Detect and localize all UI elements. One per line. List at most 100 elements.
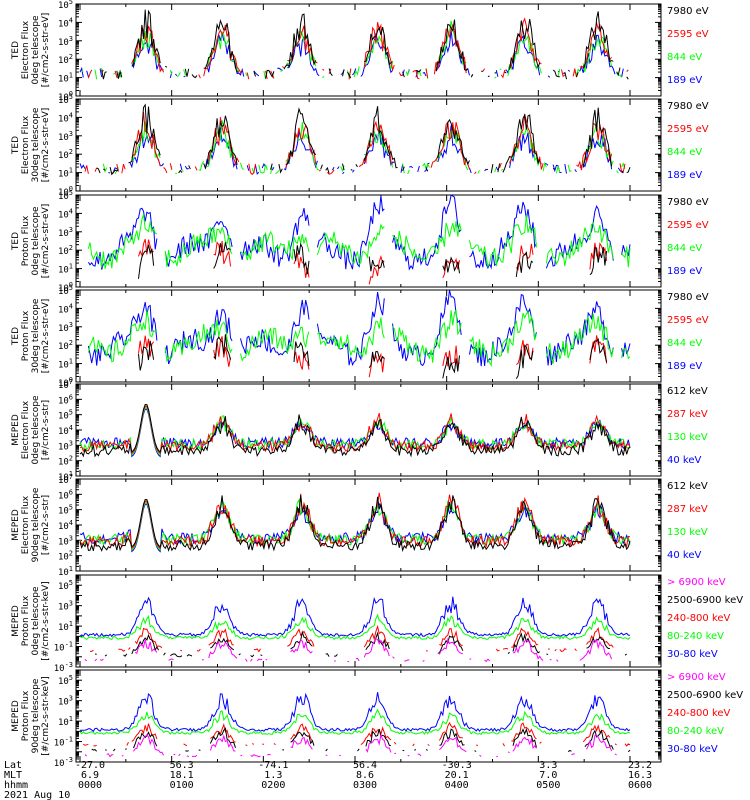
y-tick-label: 103 bbox=[58, 534, 73, 547]
series-trace bbox=[80, 692, 631, 733]
y-axis-label-line: [#/cm2-s-str-eV] bbox=[41, 204, 51, 279]
x-tick-label-hhmm: 0200 bbox=[261, 780, 285, 791]
panel-frame bbox=[75, 289, 662, 383]
legend-entry: 2595 eV bbox=[667, 124, 709, 135]
series-trace bbox=[102, 120, 626, 175]
y-axis-label: MEPEDElectron Flux90deg telescope[#/cm2-… bbox=[11, 487, 51, 562]
traces bbox=[80, 9, 628, 80]
y-tick-label: 106 bbox=[58, 488, 73, 501]
y-axis-label-line: 0deg telescope bbox=[31, 586, 41, 656]
y-axis-label-line: 90deg telescope bbox=[31, 678, 41, 753]
traces bbox=[87, 195, 631, 285]
series-trace bbox=[87, 214, 631, 269]
y-axis-label: TEDElectron Flux0deg telescope[#/cm2-s-s… bbox=[11, 13, 51, 88]
legend-entry: 844 eV bbox=[667, 147, 702, 158]
y-tick-label: 102 bbox=[58, 53, 73, 66]
traces bbox=[79, 403, 631, 458]
y-axis-label-line: Proton Flux bbox=[21, 215, 31, 266]
traces bbox=[87, 290, 631, 379]
legend-entry: 7980 eV bbox=[667, 197, 709, 208]
y-axis-label-line: Electron Flux bbox=[21, 115, 31, 174]
series-trace bbox=[80, 30, 628, 78]
legend-entry: 189 eV bbox=[667, 75, 702, 86]
legend-entry: 844 eV bbox=[667, 52, 702, 63]
x-axis-row-label: 2021 Aug 10 bbox=[4, 790, 70, 800]
legend-entry: 130 keV bbox=[667, 432, 708, 443]
x-tick-label-lat: 56.4 bbox=[353, 760, 377, 771]
y-axis-label-line: MEPED bbox=[11, 414, 21, 446]
y-axis-label-line: 90deg telescope bbox=[31, 487, 41, 562]
series-trace bbox=[96, 103, 631, 176]
y-axis-label-line: MEPED bbox=[11, 700, 21, 732]
y-tick-label: 104 bbox=[58, 207, 73, 220]
panel-7: 10-3 10-1 101 103 105 MEPEDProton Flux0deg te… bbox=[11, 574, 743, 674]
x-tick-label-mlt: 18.1 bbox=[170, 770, 194, 781]
legend-entry: 844 eV bbox=[667, 338, 702, 349]
y-tick-label: 102 bbox=[58, 550, 73, 563]
legend-entry: 130 keV bbox=[667, 527, 708, 538]
y-tick-label: 103 bbox=[58, 439, 73, 452]
y-axis-label-line: MEPED bbox=[11, 509, 21, 541]
legend-entry: > 6900 keV bbox=[667, 577, 726, 588]
y-axis-label-line: Proton Flux bbox=[21, 310, 31, 361]
x-axis-row-label: hhmm bbox=[4, 780, 28, 791]
y-axis-label-line: Electron Flux bbox=[21, 20, 31, 79]
legend-entry: 189 eV bbox=[667, 266, 702, 277]
y-axis-label-line: TED bbox=[11, 41, 21, 60]
legend-entry: 2500-6900 keV bbox=[667, 595, 743, 606]
series-trace bbox=[79, 613, 631, 641]
y-tick-label: 104 bbox=[58, 16, 73, 29]
y-tick-label: 103 bbox=[58, 226, 73, 239]
y-tick-label: 101 bbox=[58, 715, 73, 728]
y-tick-label: 101 bbox=[58, 358, 73, 371]
legend-entry: 2500-6900 keV bbox=[667, 690, 743, 701]
legend-entry: 189 eV bbox=[667, 361, 702, 372]
legend-entry: 80-240 keV bbox=[667, 631, 724, 642]
y-tick-label: 105 bbox=[58, 504, 73, 517]
legend-entry: 2595 eV bbox=[667, 315, 709, 326]
y-axis-label-line: Electron Flux bbox=[21, 400, 31, 459]
x-tick-label-hhmm: 0300 bbox=[353, 780, 377, 791]
panel-frame bbox=[75, 194, 662, 288]
y-axis-label: TEDElectron Flux30deg telescope[#/cm2-s-… bbox=[11, 107, 51, 182]
series-trace bbox=[85, 735, 627, 757]
legend-entry: 30-80 keV bbox=[667, 649, 718, 660]
y-axis-label-line: [#/cm2-s-str-eV] bbox=[41, 108, 51, 183]
x-tick-label-lat: -74.1 bbox=[258, 760, 288, 771]
legend-entry: 240-800 keV bbox=[667, 708, 731, 719]
legend-entry: 7980 eV bbox=[667, 6, 709, 17]
y-tick-label: 105 bbox=[58, 0, 73, 11]
y-axis-label-line: 0deg telescope bbox=[31, 206, 41, 276]
y-axis-label-line: Electron Flux bbox=[21, 495, 31, 554]
x-tick-label-lat: -30.3 bbox=[442, 760, 472, 771]
y-axis-label-line: [#/cm2-s-str] bbox=[41, 495, 51, 555]
series-trace bbox=[87, 309, 631, 367]
y-axis-label-line: TED bbox=[11, 136, 21, 155]
x-tick-label-mlt: 1.3 bbox=[264, 770, 282, 781]
x-tick-label-lat: 56.3 bbox=[170, 760, 194, 771]
traces bbox=[79, 596, 631, 662]
y-tick-label: 104 bbox=[58, 424, 73, 437]
x-tick-label-mlt: 8.6 bbox=[356, 770, 374, 781]
y-tick-label: 103 bbox=[58, 600, 73, 613]
y-tick-label: 10-3 bbox=[54, 756, 73, 769]
y-tick-label: 102 bbox=[58, 148, 73, 161]
x-tick-label-mlt: 16.3 bbox=[628, 770, 652, 781]
x-axis-row-label: MLT bbox=[4, 770, 22, 781]
y-axis-label-line: 30deg telescope bbox=[31, 298, 41, 373]
series-trace bbox=[91, 727, 631, 753]
x-tick-label-mlt: 7.0 bbox=[539, 770, 557, 781]
traces bbox=[79, 692, 631, 757]
y-axis-label: TEDProton Flux0deg telescope[#/cm2-s-str… bbox=[11, 204, 51, 279]
series-trace bbox=[138, 239, 608, 285]
y-tick-label: 10-1 bbox=[54, 736, 73, 749]
y-tick-label: 103 bbox=[58, 35, 73, 48]
legend-entry: 612 keV bbox=[667, 481, 708, 492]
x-tick-label-mlt: 20.1 bbox=[445, 770, 469, 781]
y-tick-label: 102 bbox=[58, 339, 73, 352]
